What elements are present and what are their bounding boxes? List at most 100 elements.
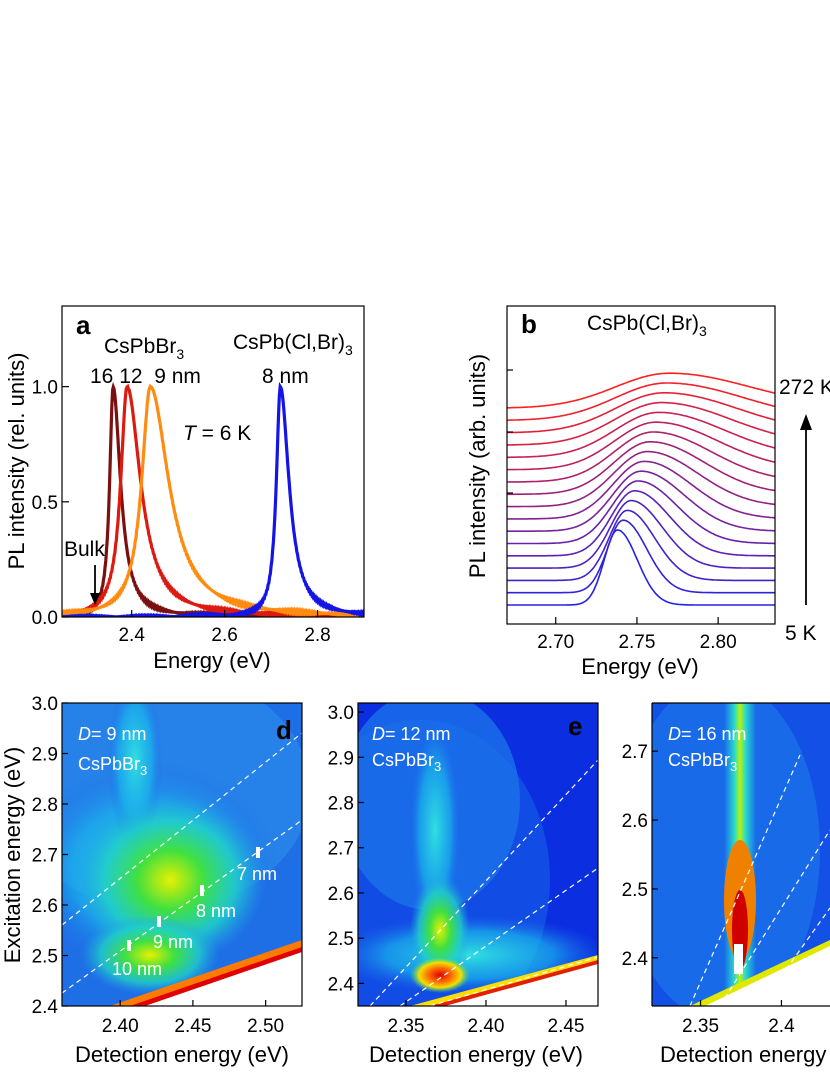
panel-e-ytick-label: 2.7 xyxy=(328,839,354,860)
panel-b-temp-arrow-head xyxy=(800,414,812,430)
panel-b-curve-14 xyxy=(507,392,775,434)
panel-d-dash-line-2 xyxy=(62,819,302,994)
panel-a-bulk-label: Bulk xyxy=(64,538,105,561)
panel-b-curve-15 xyxy=(507,382,775,421)
panel-e-frame xyxy=(357,702,599,1007)
panel-b-curve-9 xyxy=(507,441,775,496)
panel-b-ticks: 2.70 2.75 2.80 xyxy=(507,369,737,653)
panel-f-xlabel: Detection energy xyxy=(660,1042,826,1067)
panel-b-curve-6 xyxy=(507,470,775,532)
panel-e-xtick-label: 2.35 xyxy=(388,1016,425,1037)
panel-f-ytick-label: 2.6 xyxy=(622,811,648,832)
panel-e-ticks: 2.4 2.5 2.6 2.7 2.8 2.9 3.0 2.35 2.40 2.45 xyxy=(328,703,585,1037)
panel-a-sizes1: 16 12 9 nm xyxy=(90,365,201,388)
panel-b-title: CsPb(Cl,Br)3 xyxy=(587,312,707,339)
panel-b-xlabel: Energy (eV) xyxy=(581,654,698,679)
panel-b-curve-8 xyxy=(507,450,775,508)
panel-b-curves xyxy=(507,372,775,606)
panel-b-label: b xyxy=(521,309,537,339)
panel-b-curve-10 xyxy=(507,431,775,483)
panel-f-xtick-label: 2.4 xyxy=(768,1016,795,1037)
panel-a: 2.4 2.6 2.8 0.0 0.5 1.0 a CsPbBr3 CsPb(Cl,Br)… xyxy=(4,305,365,673)
panel-e-size: D= 12 nm xyxy=(372,724,451,744)
panel-e-material: CsPbBr3 xyxy=(372,750,441,774)
panel-e-band-yellow xyxy=(410,955,598,1006)
panel-a-curves xyxy=(62,381,364,617)
panel-d-marker-7nm xyxy=(256,847,260,858)
panel-b-ylabel: PL intensity (arb. units) xyxy=(465,354,490,578)
panel-e-core xyxy=(410,957,470,993)
panel-f-dash-line-2 xyxy=(719,829,830,1006)
panel-d-ytick-label: 2.9 xyxy=(32,745,58,766)
panel-b: 2.70 2.75 2.80 b CsPb(Cl,Br)3 272 K 5 K En… xyxy=(465,305,830,679)
panel-b-curve-7 xyxy=(507,460,775,520)
panel-d-ytick-label: 2.6 xyxy=(32,896,58,917)
panel-b-curve-13 xyxy=(507,401,775,446)
panel-d-dash-line-1 xyxy=(62,732,302,926)
panel-f-xtick-label: 2.35 xyxy=(682,1016,719,1037)
panel-f-ticks: 2.4 2.5 2.6 2.7 2.35 2.4 xyxy=(622,742,796,1037)
panel-d-heatmap xyxy=(62,703,302,1006)
panel-b-curve-4 xyxy=(507,490,775,557)
panel-a-frame xyxy=(61,305,365,618)
panel-b-temp-high: 272 K xyxy=(779,376,830,399)
panel-a-ticks: 2.4 2.6 2.8 0.0 0.5 1.0 xyxy=(32,378,331,646)
panel-e-ytick-label: 2.6 xyxy=(328,884,354,905)
panel-e-band-red xyxy=(430,960,598,1006)
panel-d-marker-9nm xyxy=(157,916,161,927)
panel-f-heatmap xyxy=(652,703,830,1006)
panel-a-material1: CsPbBr3 xyxy=(104,335,184,362)
panel-e-xtick-label: 2.40 xyxy=(468,1016,505,1037)
panel-b-temp-low: 5 K xyxy=(785,622,817,645)
panel-d: 2.42.52.62.72.82.93.02.40 2.45 2.50 10 nm … xyxy=(0,694,303,1067)
panel-d-band-white xyxy=(145,952,302,1006)
panel-e-dash-line-3 xyxy=(429,956,598,1006)
panel-a-temperature: T = 6 K xyxy=(183,422,251,445)
panel-d-material: CsPbBr3 xyxy=(78,754,147,778)
panel-f-ytick-label: 2.5 xyxy=(622,880,648,901)
panel-d-marker-8nm xyxy=(200,885,204,896)
panel-b-curve-12 xyxy=(507,411,775,459)
panel-a-ylabel: PL intensity (rel. units) xyxy=(4,353,29,570)
panel-a-ytick-label: 0.0 xyxy=(32,608,58,629)
panel-d-band-glow xyxy=(80,915,220,995)
panel-e-dash-line-2 xyxy=(399,867,598,1006)
panel-d-ticks: 2.4 2.5 2.6 2.7 2.8 2.9 3.0 2.40 2.45 2.50 xyxy=(32,694,285,1037)
panel-e-band-white xyxy=(445,964,598,1006)
panel-e-ytick-label: 3.0 xyxy=(328,703,354,724)
panel-d-xlabel: Detection energy (eV) xyxy=(75,1042,289,1067)
panel-f: 2.4 2.5 2.6 2.7 2.35 2.4 D= 16 nm CsPbBr3 Det… xyxy=(622,702,830,1067)
panel-e-xlabel: Detection energy (eV) xyxy=(369,1042,583,1067)
panel-a-series-2 xyxy=(62,383,364,617)
panel-f-ytick-label: 2.4 xyxy=(622,949,649,970)
panel-a-sizes2: 8 nm xyxy=(262,365,309,388)
panel-d-xtick-label: 2.50 xyxy=(247,1016,284,1037)
panel-f-material: CsPbBr3 xyxy=(668,750,737,774)
panel-b-curve-16 xyxy=(507,372,775,409)
panel-d-ytick-label: 3.0 xyxy=(32,694,58,715)
panel-d-xtick-label: 2.40 xyxy=(102,1016,139,1037)
panel-b-curve-2 xyxy=(507,509,775,582)
panel-d-marker-10nm xyxy=(127,940,131,951)
panel-f-ytick-label: 2.7 xyxy=(622,742,648,763)
panel-d-label: d xyxy=(276,715,292,745)
panel-a-xtick-label: 2.6 xyxy=(211,625,237,646)
panel-a-bulk-arrow-head xyxy=(90,593,100,605)
panel-e-heatmap xyxy=(358,703,598,1006)
panel-b-xtick-label: 2.75 xyxy=(618,632,655,653)
panel-e-ytick-label: 2.8 xyxy=(328,793,354,814)
panel-b-xtick-label: 2.80 xyxy=(700,632,737,653)
panel-b-frame xyxy=(506,305,776,625)
panel-a-ytick-label: 1.0 xyxy=(32,378,58,399)
panel-a-material2: CsPb(Cl,Br)3 xyxy=(233,331,353,358)
panel-e-dash-line-1 xyxy=(369,759,598,1006)
panel-d-size: D= 9 nm xyxy=(78,724,147,744)
panel-a-xtick-label: 2.4 xyxy=(118,625,145,646)
panel-b-curve-5 xyxy=(507,480,775,545)
panel-a-xtick-label: 2.8 xyxy=(304,625,330,646)
panel-b-curve-3 xyxy=(507,499,775,569)
panel-d-xtick-label: 2.45 xyxy=(174,1016,211,1037)
panel-d-ylabel: Excitation energy (eV) xyxy=(0,747,25,963)
panel-e-ytick-label: 2.5 xyxy=(328,929,354,950)
